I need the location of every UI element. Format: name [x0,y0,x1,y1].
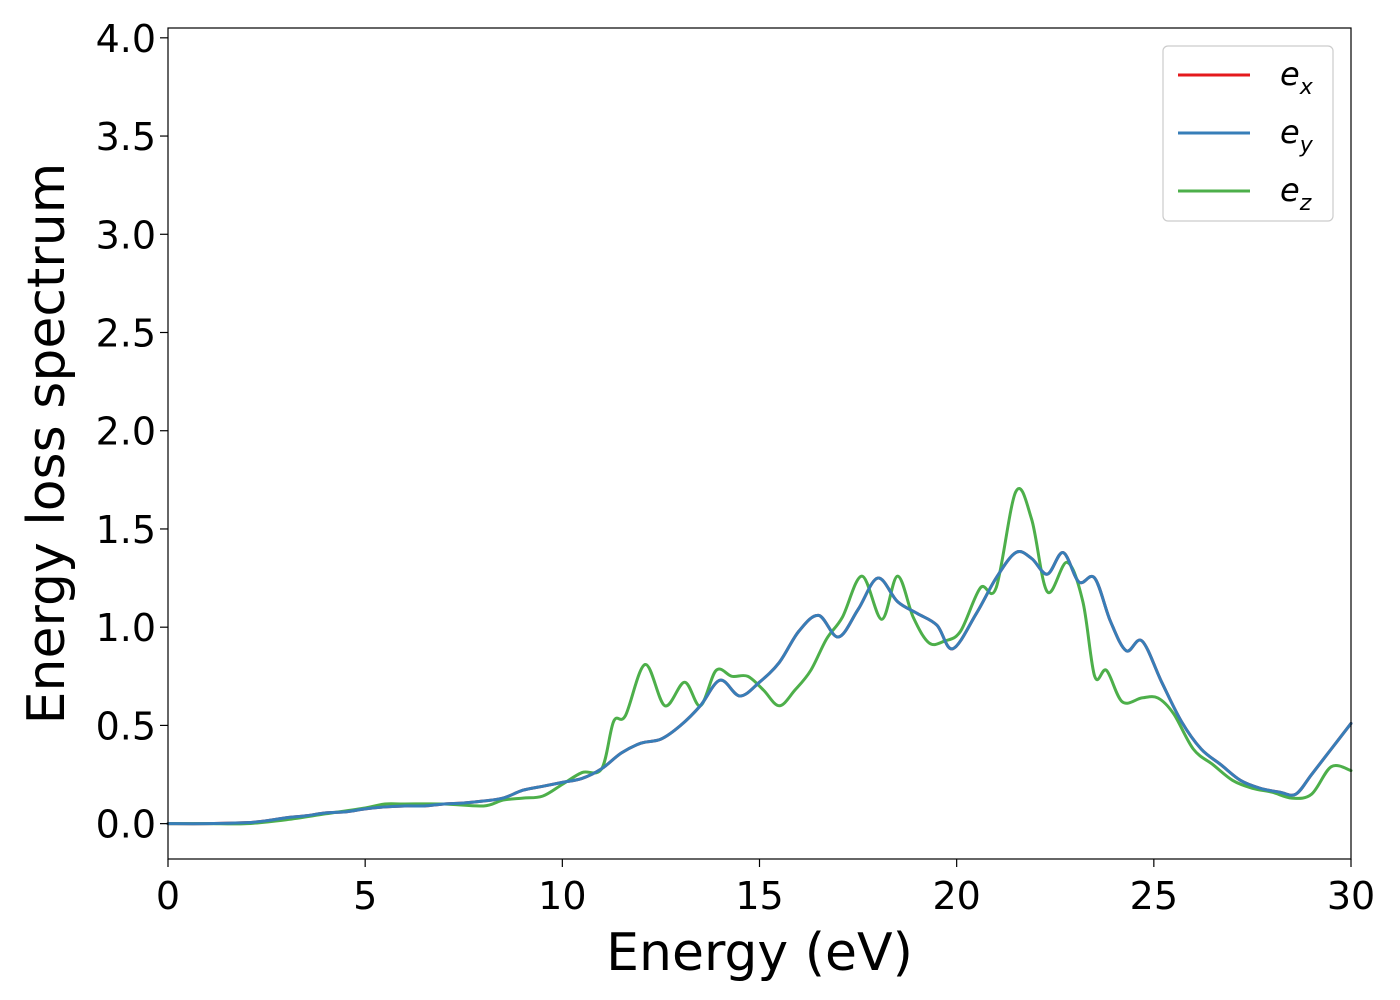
y-axis-label: Energy loss spectrum [17,163,77,725]
y-tick-label: 2.5 [96,312,156,356]
x-tick-label: 30 [1327,874,1375,918]
y-tick-label: 4.0 [96,17,156,61]
x-tick-label: 0 [156,874,180,918]
x-tick-label: 25 [1130,874,1178,918]
y-tick-label: 3.0 [96,213,156,257]
y-tick-label: 0.0 [96,803,156,847]
y-tick-label: 0.5 [96,704,156,748]
series-line-y [166,550,1353,826]
legend: ex ey ez [1162,45,1334,222]
x-tick-label: 15 [735,874,783,918]
plot-area [166,27,1353,860]
series-layer [166,487,1353,826]
x-axis-label: Energy (eV) [606,923,913,983]
x-tick-label: 5 [353,874,377,918]
series-line-z [166,487,1353,826]
y-tick-label: 3.5 [96,115,156,159]
y-tick-label: 2.0 [96,410,156,454]
legend-label-y: ey [1280,113,1314,158]
y-tick-label: 1.0 [96,606,156,650]
y-axis: 0.0 0.5 1.0 1.5 2.0 2.5 3.0 3.5 4.0 [96,17,168,847]
x-axis: 0 5 10 15 20 25 30 [156,859,1375,918]
y-tick-label: 1.5 [96,508,156,552]
legend-label-x: ex [1280,55,1314,100]
x-tick-label: 20 [932,874,980,918]
legend-label-z: ez [1280,171,1312,216]
x-tick-label: 10 [538,874,586,918]
